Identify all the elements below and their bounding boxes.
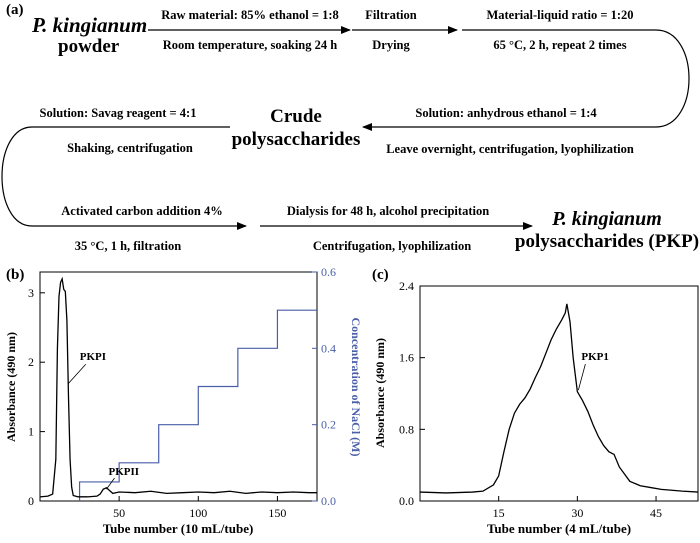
chart-c-ytick-label: 0.0 (399, 494, 414, 508)
chart-c: (c) 15 30 45 0.0 0.8 1.6 2.4 PKP1 Tube number … (372, 267, 699, 536)
chart-b-nacl-line (78, 309, 317, 501)
start-node-line2: powder (58, 36, 120, 57)
step3-top-label: Material-liquid ratio = 1:20 (486, 8, 633, 22)
step3-bottom-label: 65 °C, 2 h, repeat 2 times (493, 38, 626, 52)
chart-b-annotation-pointer (67, 363, 87, 385)
chart-b-xlabel: Tube number (10 mL/tube) (103, 521, 254, 536)
chart-b-ytick-label: 2 (28, 355, 34, 369)
chart-c-ticks: 15 30 45 0.0 0.8 1.6 2.4 (399, 279, 662, 520)
crude-node-line1: Crude (270, 106, 322, 127)
chart-c-frame (419, 285, 699, 502)
chart-c-xlabel: Tube number (4 mL/tube) (487, 521, 631, 536)
chart-c-annotation-label: PKP1 (581, 351, 609, 363)
chart-b-annotation-label: PKPI (80, 351, 106, 363)
step6-bottom-label: 35 °C, 1 h, filtration (75, 239, 181, 253)
step5-top-label: Solution: Savag reagent = 4:1 (40, 106, 197, 120)
chart-b-ytick-label: 3 (28, 286, 34, 300)
panel-b-label: (b) (6, 267, 24, 283)
chart-b-ticks: 50 100 150 0 1 2 3 0.0 0.2 0.4 0.6 (28, 265, 336, 520)
chart-b-y2tick-label: 0.2 (321, 418, 336, 432)
step5-bottom-label: Shaking, centrifugation (67, 141, 193, 155)
chart-b-ytick-label: 1 (28, 425, 34, 439)
chart-c-xtick-label: 15 (493, 506, 505, 520)
chart-b-xtick-label: 100 (189, 506, 207, 520)
chart-c-annotation-pointer (577, 364, 586, 391)
arrow-curve-right (655, 29, 690, 128)
chart-c-ytick-label: 0.8 (399, 422, 414, 436)
end-node-line1: P. kingianum (551, 208, 662, 230)
chart-b-y2tick-label: 0.0 (321, 494, 336, 508)
chart-c-xtick-label: 30 (571, 506, 583, 520)
chart-b-xtick-label: 50 (113, 506, 125, 520)
chart-b-y2tick-label: 0.6 (321, 265, 336, 279)
chart-b-annotation-pointer (106, 477, 115, 490)
step2-top-label: Filtration (365, 8, 416, 22)
step4-top-label: Solution: anhydrous ethanol = 1:4 (415, 106, 597, 120)
panel-c-label: (c) (372, 267, 389, 283)
step7-top-label: Dialysis for 48 h, alcohol precipitation (287, 204, 489, 218)
step7-bottom-label: Centrifugation, lyophilization (313, 239, 471, 253)
chart-b-absorbance-line (39, 276, 317, 498)
chart-c-ylabel: Absorbance (490 nm) (373, 338, 387, 448)
step1-top-label: Raw material: 85% ethanol = 1:8 (161, 8, 339, 22)
chart-c-ytick-label: 2.4 (399, 279, 414, 293)
chart-c-annotations: PKP1 (577, 351, 609, 391)
step1-bottom-label: Room temperature, soaking 24 h (163, 38, 337, 52)
step4-bottom-label: Leave overnight, centrifugation, lyophil… (386, 142, 634, 156)
arrow-curve-left (1, 126, 33, 227)
chart-b-ylabel: Absorbance (490 nm) (4, 332, 18, 442)
chart-b: (b) 50 100 150 0 1 2 3 0.0 0.2 0.4 0.6 PKPI PKPII T… (4, 265, 363, 536)
chart-b-y2tick-label: 0.4 (321, 341, 336, 355)
chart-b-frame (39, 271, 318, 502)
chart-b-y2label: Concentration of NaCl (M) (349, 318, 363, 457)
end-node-line2: polysaccharides (PKP) (515, 231, 699, 252)
step6-top-label: Activated carbon addition 4% (61, 204, 222, 218)
chart-b-annotations: PKPI PKPII (67, 351, 139, 490)
flowchart: (a) P. kingianum powder Raw material: 85… (1, 2, 699, 253)
chart-b-ytick-label: 0 (28, 494, 34, 508)
chart-b-xtick-label: 150 (268, 506, 286, 520)
start-node-line1: P. kingianum (31, 13, 147, 37)
chart-c-xtick-label: 45 (650, 506, 662, 520)
chart-b-annotation-label: PKPII (108, 466, 139, 478)
panel-a-label: (a) (6, 2, 24, 18)
chart-c-absorbance-line (419, 303, 699, 494)
step2-bottom-label: Drying (372, 38, 410, 52)
chart-c-ytick-label: 1.6 (399, 351, 414, 365)
crude-node-line2: polysaccharides (232, 129, 361, 150)
